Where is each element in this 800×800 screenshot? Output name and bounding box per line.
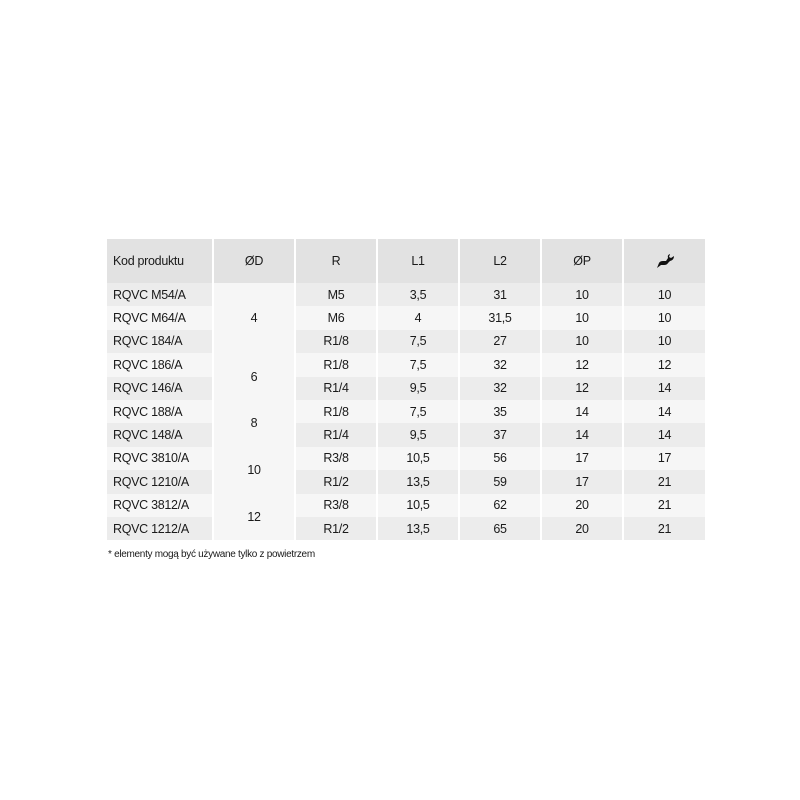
cell-p: 17 xyxy=(542,470,622,494)
cell-code: RQVC 188/A xyxy=(107,399,212,424)
header-d: ØD xyxy=(214,239,294,283)
cell-l2: 59 xyxy=(460,470,540,494)
cell-d: 10 xyxy=(214,446,294,494)
cell-code: RQVC M54/A xyxy=(107,283,212,307)
cell-r: R1/8 xyxy=(296,353,376,377)
cell-l1: 7,5 xyxy=(378,329,458,354)
cell-l1: 10,5 xyxy=(378,446,458,471)
table-row: RQVC 3812/A 12 R3/8 10,5 62 20 21 xyxy=(107,493,705,541)
wrench-icon xyxy=(656,254,674,268)
cell-wrench-size: 10 xyxy=(624,329,705,354)
cell-l2: 65 xyxy=(460,516,540,541)
table-row: RQVC 148/A R1/4 9,5 37 14 14 xyxy=(107,423,705,447)
cell-r: M5 xyxy=(296,283,376,307)
cell-p: 17 xyxy=(542,446,622,471)
cell-l1: 9,5 xyxy=(378,423,458,447)
cell-p: 12 xyxy=(542,353,622,377)
cell-wrench-size: 21 xyxy=(624,493,705,517)
table-row: RQVC M64/A M6 4 31,5 10 10 xyxy=(107,306,705,330)
cell-wrench-size: 14 xyxy=(624,376,705,400)
cell-wrench-size: 14 xyxy=(624,399,705,424)
header-r: R xyxy=(296,239,376,283)
table-row: RQVC 146/A R1/4 9,5 32 12 14 xyxy=(107,376,705,400)
table-row: RQVC 3810/A 10 R3/8 10,5 56 17 17 xyxy=(107,446,705,494)
cell-r: R3/8 xyxy=(296,446,376,471)
table-header-row: Kod produktu ØD R L1 L2 ØP xyxy=(107,239,705,283)
cell-wrench-size: 21 xyxy=(624,470,705,494)
cell-r: R1/8 xyxy=(296,329,376,354)
cell-code: RQVC 148/A xyxy=(107,423,212,447)
cell-p: 10 xyxy=(542,306,622,330)
cell-code: RQVC 186/A xyxy=(107,353,212,377)
cell-p: 20 xyxy=(542,516,622,541)
cell-r: R1/4 xyxy=(296,423,376,447)
cell-code: RQVC M64/A xyxy=(107,306,212,330)
footnote: * elementy mogą być używane tylko z powi… xyxy=(108,549,315,560)
cell-l2: 56 xyxy=(460,446,540,471)
cell-l1: 13,5 xyxy=(378,470,458,494)
cell-l2: 31 xyxy=(460,283,540,307)
cell-p: 20 xyxy=(542,493,622,517)
cell-l2: 32 xyxy=(460,376,540,400)
cell-wrench-size: 10 xyxy=(624,283,705,307)
cell-code: RQVC 1212/A xyxy=(107,516,212,541)
cell-wrench-size: 21 xyxy=(624,516,705,541)
header-l2: L2 xyxy=(460,239,540,283)
cell-code: RQVC 3812/A xyxy=(107,493,212,517)
cell-l1: 7,5 xyxy=(378,353,458,377)
cell-d: 12 xyxy=(214,493,294,541)
table-row: RQVC 188/A 8 R1/8 7,5 35 14 14 xyxy=(107,399,705,447)
cell-l1: 10,5 xyxy=(378,493,458,517)
cell-l1: 4 xyxy=(378,306,458,330)
cell-p: 14 xyxy=(542,423,622,447)
table-row: RQVC M54/A 4 M5 3,5 31 10 10 xyxy=(107,283,705,354)
cell-code: RQVC 146/A xyxy=(107,376,212,400)
cell-p: 14 xyxy=(542,399,622,424)
cell-wrench-size: 17 xyxy=(624,446,705,471)
cell-r: R1/4 xyxy=(296,376,376,400)
cell-code: RQVC 3810/A xyxy=(107,446,212,471)
header-l1: L1 xyxy=(378,239,458,283)
cell-wrench-size: 12 xyxy=(624,353,705,377)
cell-l2: 37 xyxy=(460,423,540,447)
cell-d: 4 xyxy=(214,283,294,354)
product-table: Kod produktu ØD R L1 L2 ØP RQVC M54/A 4 M5… xyxy=(105,239,707,541)
cell-l1: 9,5 xyxy=(378,376,458,400)
cell-wrench-size: 10 xyxy=(624,306,705,330)
table-row: RQVC 1210/A R1/2 13,5 59 17 21 xyxy=(107,470,705,494)
table-row: RQVC 1212/A R1/2 13,5 65 20 21 xyxy=(107,516,705,541)
cell-d: 8 xyxy=(214,399,294,447)
cell-wrench-size: 14 xyxy=(624,423,705,447)
table-row: RQVC 186/A 6 R1/8 7,5 32 12 12 xyxy=(107,353,705,400)
header-wrench xyxy=(624,239,705,283)
cell-l2: 62 xyxy=(460,493,540,517)
cell-l1: 7,5 xyxy=(378,399,458,424)
cell-r: R1/2 xyxy=(296,470,376,494)
cell-r: R1/8 xyxy=(296,399,376,424)
cell-l2: 32 xyxy=(460,353,540,377)
cell-p: 12 xyxy=(542,376,622,400)
table-row: RQVC 184/A R1/8 7,5 27 10 10 xyxy=(107,329,705,354)
header-p: ØP xyxy=(542,239,622,283)
cell-code: RQVC 184/A xyxy=(107,329,212,354)
cell-p: 10 xyxy=(542,283,622,307)
cell-r: M6 xyxy=(296,306,376,330)
cell-l1: 13,5 xyxy=(378,516,458,541)
cell-l1: 3,5 xyxy=(378,283,458,307)
cell-code: RQVC 1210/A xyxy=(107,470,212,494)
cell-l2: 35 xyxy=(460,399,540,424)
cell-l2: 27 xyxy=(460,329,540,354)
cell-r: R1/2 xyxy=(296,516,376,541)
cell-r: R3/8 xyxy=(296,493,376,517)
cell-p: 10 xyxy=(542,329,622,354)
cell-l2: 31,5 xyxy=(460,306,540,330)
header-code: Kod produktu xyxy=(107,239,212,283)
cell-d: 6 xyxy=(214,353,294,400)
